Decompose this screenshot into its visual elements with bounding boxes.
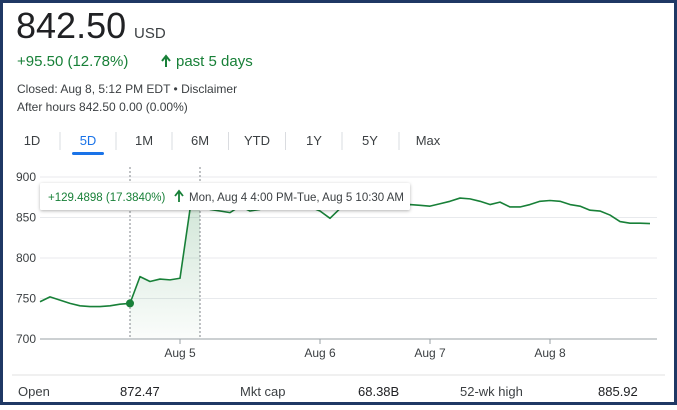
currency: USD [134,25,166,42]
chart: 700 750 800 850 900 Aug 5 Aug 6 Aug 7 Aug 8 [16,167,657,360]
tooltip-box [40,183,410,210]
tooltip-arrow [174,189,184,202]
up-arrow [161,54,171,67]
x-tick-label: Aug 6 [304,346,336,360]
stat-label: 52-wk high [460,384,523,399]
tooltip-change: +129.4898 (17.3840%) [48,192,166,204]
x-tick-label: Aug 7 [414,346,446,360]
y-tick-label: 800 [16,251,36,265]
tab[interactable]: YTD [244,133,270,148]
tab[interactable]: 1Y [306,133,322,148]
tab[interactable]: 5Y [362,133,378,148]
tab[interactable]: Max [416,133,441,148]
y-tick-label: 750 [16,292,36,306]
stat-label: Mkt cap [240,384,286,399]
tab-underline [72,152,104,155]
stat-label: Open [18,384,50,399]
x-tick-label: Aug 8 [534,346,566,360]
stats: Open 872.47 Mkt cap 68.38B 52-wk high 885.92 [18,384,638,399]
tabs: 1D 5D 1M 6M YTD 1Y 5Y Max [24,132,441,155]
selection-dot [126,299,134,308]
y-tick-label: 850 [16,211,36,225]
tab[interactable]: 1D [24,133,41,148]
x-tick-label: Aug 5 [164,346,196,360]
tab[interactable]: 5D [80,133,97,148]
status: Closed: Aug 8, 5:12 PM EDT • Disclaimer [17,82,237,96]
selection-area [130,185,200,339]
period: past 5 days [176,53,253,70]
change: +95.50 (12.78%) [17,53,128,70]
stat-value: 68.38B [358,384,399,399]
tooltip [40,183,410,210]
y-tick-label: 700 [16,332,36,346]
tab[interactable]: 1M [135,133,153,148]
stat-value: 872.47 [120,384,160,399]
tooltip-range: Mon, Aug 4 4:00 PM-Tue, Aug 5 10:30 AM [189,192,404,204]
stat-value: 885.92 [598,384,638,399]
after-hours: After hours 842.50 0.00 (0.00%) [17,100,188,114]
tab[interactable]: 6M [191,133,209,148]
price: 842.50 [16,5,126,46]
y-tick-label: 900 [16,170,36,184]
